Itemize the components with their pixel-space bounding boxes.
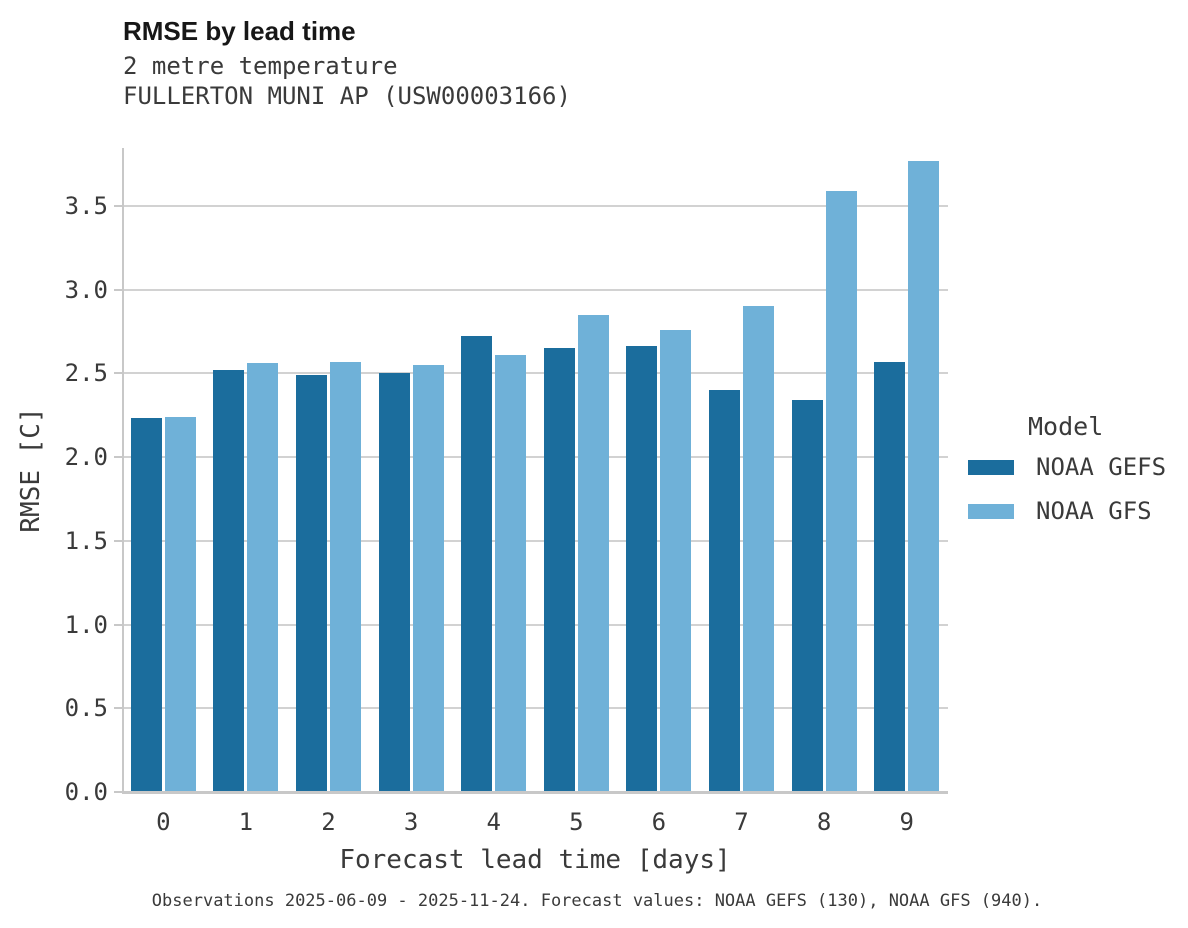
bar-noaa-gefs-day-9 <box>874 361 906 792</box>
x-tick-label-5: 5 <box>569 808 584 836</box>
legend-label-noaa-gfs: NOAA GFS <box>1036 497 1152 525</box>
gridline-2.5 <box>122 372 948 375</box>
y-axis-title: RMSE [C] <box>16 407 46 533</box>
y-tick-3.5 <box>114 204 122 207</box>
gridline-2.0 <box>122 456 948 458</box>
legend-label-noaa-gefs: NOAA GEFS <box>1036 453 1167 481</box>
legend-swatch-noaa-gfs <box>968 503 1014 519</box>
y-tick-0.0 <box>114 791 122 793</box>
y-tick-label-2.5: 2.5 <box>64 359 108 388</box>
y-axis-spine <box>122 148 124 794</box>
y-tick-0.5 <box>114 707 122 710</box>
bar-noaa-gfs-day-5 <box>577 314 609 792</box>
chart-title: RMSE by lead time <box>123 16 356 46</box>
legend-swatch-noaa-gefs <box>968 459 1014 475</box>
x-tick-label-6: 6 <box>651 808 667 836</box>
gridline-3.5 <box>122 204 948 207</box>
chart-subtitle-variable: 2 metre temperature <box>123 52 398 80</box>
gridline-1.5 <box>122 539 948 542</box>
bar-noaa-gfs-day-1 <box>247 363 279 792</box>
bar-noaa-gfs-day-9 <box>908 160 940 792</box>
bar-noaa-gefs-day-8 <box>791 400 823 792</box>
x-tick-label-7: 7 <box>734 808 749 836</box>
bar-noaa-gfs-day-8 <box>825 190 857 792</box>
x-tick-label-3: 3 <box>403 808 419 836</box>
legend-entry-noaa-gfs: NOAA GFS <box>968 497 1183 525</box>
x-axis-title: Forecast lead time [days] <box>339 845 731 875</box>
bar-noaa-gefs-day-4 <box>461 336 493 792</box>
y-tick-label-3.5: 3.5 <box>64 191 108 220</box>
x-tick-label-9: 9 <box>899 808 914 836</box>
y-tick-label-2.0: 2.0 <box>64 443 108 471</box>
x-tick-label-1: 1 <box>238 808 254 836</box>
bar-noaa-gefs-day-1 <box>213 369 245 792</box>
legend: Model NOAA GEFS NOAA GFS <box>968 412 1183 541</box>
bar-noaa-gefs-day-2 <box>296 374 327 792</box>
y-tick-1.0 <box>114 623 122 626</box>
bar-noaa-gefs-day-7 <box>709 390 740 792</box>
y-tick-2.5 <box>114 372 122 375</box>
bar-noaa-gfs-day-2 <box>330 361 361 792</box>
bar-noaa-gfs-day-7 <box>743 306 774 792</box>
gridline-0.5 <box>122 707 948 710</box>
x-axis-spine <box>122 791 948 794</box>
y-tick-3.0 <box>114 288 122 291</box>
gridline-1.0 <box>122 623 948 626</box>
bar-noaa-gfs-day-3 <box>412 364 444 792</box>
y-tick-label-1.5: 1.5 <box>64 526 108 555</box>
y-tick-1.5 <box>114 539 122 542</box>
y-tick-label-1.0: 1.0 <box>64 610 108 639</box>
bar-noaa-gfs-day-0 <box>164 416 196 792</box>
x-tick-label-4: 4 <box>486 808 501 836</box>
bar-noaa-gefs-day-3 <box>378 373 410 792</box>
bar-noaa-gefs-day-5 <box>543 348 575 792</box>
y-tick-label-3.0: 3.0 <box>64 275 108 304</box>
bar-noaa-gefs-day-6 <box>626 346 658 792</box>
caption: Observations 2025-06-09 - 2025-11-24. Fo… <box>151 891 1043 911</box>
bar-noaa-gefs-day-0 <box>130 418 162 792</box>
gridline-3.0 <box>122 288 948 291</box>
y-tick-label-0.0: 0.0 <box>64 778 108 806</box>
chart-subtitle-station: FULLERTON MUNI AP (USW00003166) <box>123 82 571 110</box>
legend-title: Model <box>1028 412 1104 441</box>
x-tick-label-8: 8 <box>816 808 832 836</box>
legend-entry-noaa-gefs: NOAA GEFS <box>968 453 1183 481</box>
bar-noaa-gfs-day-4 <box>495 354 527 792</box>
y-tick-2.0 <box>114 456 122 458</box>
x-tick-label-0: 0 <box>156 808 171 836</box>
x-tick-label-2: 2 <box>321 808 336 836</box>
y-tick-label-0.5: 0.5 <box>64 694 108 723</box>
bar-noaa-gfs-day-6 <box>660 329 692 792</box>
